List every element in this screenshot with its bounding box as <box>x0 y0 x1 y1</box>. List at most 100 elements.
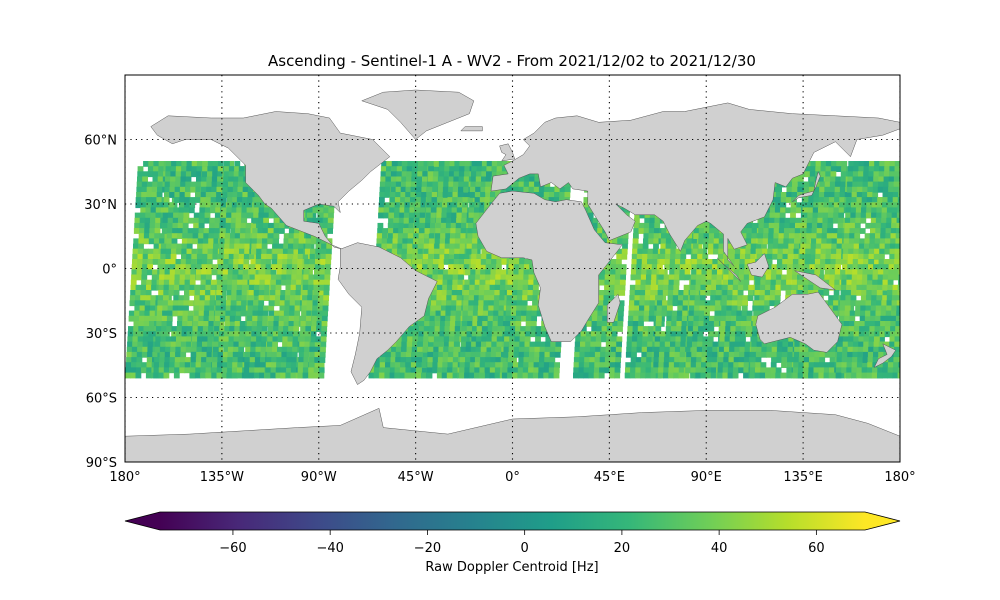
data-cell <box>472 315 479 322</box>
data-cell <box>452 367 459 374</box>
data-cell <box>385 181 391 188</box>
data-cell <box>502 161 508 167</box>
data-cell <box>231 217 237 224</box>
data-cell <box>460 233 467 239</box>
data-cell <box>255 253 262 260</box>
data-cell <box>458 372 465 379</box>
data-cell <box>275 372 282 379</box>
data-cell <box>604 274 611 281</box>
data-cell <box>430 300 437 307</box>
data-cell <box>178 300 184 307</box>
data-cell <box>133 228 140 234</box>
data-cell <box>402 238 409 245</box>
data-cell <box>256 248 262 255</box>
data-cell <box>379 197 385 203</box>
data-cell <box>309 351 316 358</box>
data-cell <box>430 212 437 219</box>
data-cell <box>244 351 251 358</box>
data-cell <box>310 238 317 245</box>
data-cell <box>209 310 215 317</box>
data-cell <box>612 321 619 327</box>
data-cell <box>314 346 321 353</box>
data-cell <box>412 253 418 260</box>
data-cell <box>615 351 622 358</box>
data-cell <box>456 295 463 301</box>
data-cell <box>292 253 299 260</box>
data-cell <box>522 372 529 379</box>
data-cell <box>423 326 430 332</box>
data-cell <box>200 284 206 291</box>
data-cell <box>387 243 393 250</box>
data-cell <box>192 326 199 332</box>
data-cell <box>507 367 514 374</box>
data-cell <box>174 362 181 368</box>
data-cell <box>391 341 398 348</box>
data-cell <box>189 290 195 296</box>
data-cell <box>277 248 284 255</box>
data-cell <box>205 197 212 203</box>
data-cell <box>292 259 298 265</box>
data-cell <box>145 202 152 209</box>
data-cell <box>193 222 199 229</box>
data-cell <box>403 212 410 219</box>
data-cell <box>179 362 186 368</box>
data-cell <box>184 362 191 368</box>
data-cell <box>125 372 131 379</box>
data-cell <box>188 217 195 224</box>
data-cell <box>544 346 551 353</box>
data-cell <box>249 269 256 276</box>
data-cell <box>152 176 159 183</box>
data-cell <box>528 367 534 374</box>
data-cell <box>288 315 295 322</box>
data-cell <box>423 248 430 255</box>
data-cell <box>321 321 328 327</box>
data-cell <box>420 207 426 214</box>
data-cell <box>511 357 517 363</box>
data-cell <box>131 346 138 353</box>
data-cell <box>292 269 298 276</box>
data-cell <box>392 243 398 250</box>
data-cell <box>162 212 169 219</box>
data-cell <box>250 259 257 265</box>
data-cell <box>465 341 472 348</box>
data-cell <box>202 331 209 338</box>
data-cell <box>196 171 203 178</box>
data-cell <box>267 238 273 245</box>
data-cell <box>311 217 318 224</box>
data-cell <box>147 351 153 358</box>
data-cell <box>447 197 454 203</box>
data-cell <box>480 357 486 363</box>
data-cell <box>596 326 603 332</box>
data-cell <box>268 321 274 327</box>
data-cell <box>458 186 464 193</box>
data-cell <box>510 315 517 322</box>
data-cell <box>388 222 394 229</box>
data-cell <box>180 264 187 270</box>
data-cell <box>477 315 484 322</box>
data-cell <box>308 362 315 368</box>
data-cell <box>131 357 138 363</box>
data-cell <box>443 171 450 178</box>
data-cell <box>402 166 408 172</box>
data-cell <box>501 171 508 178</box>
data-cell <box>312 295 319 301</box>
data-cell <box>465 357 471 363</box>
data-cell <box>286 357 293 363</box>
data-cell <box>296 279 302 286</box>
data-cell <box>171 331 177 338</box>
data-cell <box>612 315 619 322</box>
data-cell <box>293 326 300 332</box>
data-cell <box>383 202 390 209</box>
data-cell <box>152 269 158 276</box>
data-cell <box>462 321 468 327</box>
data-cell <box>227 197 233 203</box>
data-cell <box>410 186 417 193</box>
data-cell <box>148 336 154 343</box>
data-cell <box>476 331 483 338</box>
data-cell <box>133 326 139 332</box>
data-cell <box>206 274 212 281</box>
data-cell <box>274 222 280 229</box>
data-cell <box>478 290 485 296</box>
data-cell <box>469 290 475 296</box>
data-cell <box>450 310 457 317</box>
